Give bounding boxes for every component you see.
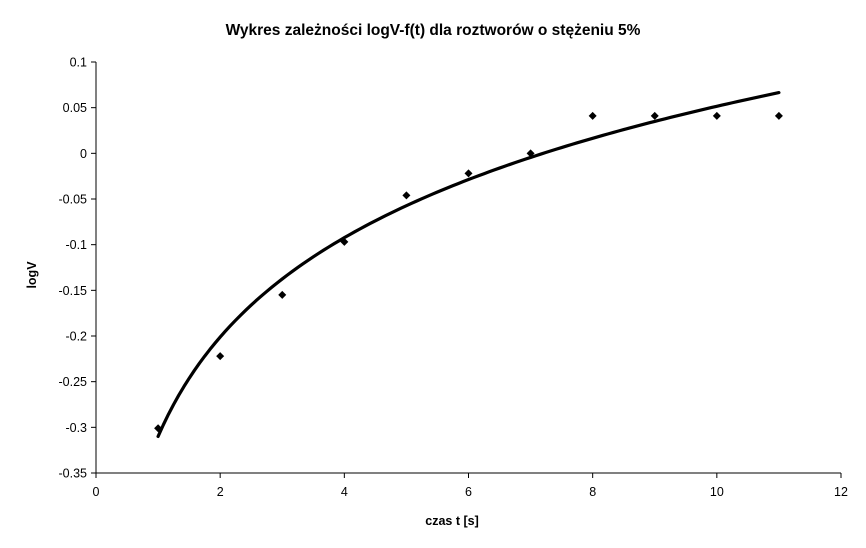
- y-tick-label: 0.1: [70, 56, 87, 70]
- x-tick-label: 2: [217, 485, 224, 499]
- data-point: [402, 191, 411, 200]
- data-point: [712, 111, 721, 120]
- x-tick-label: 4: [341, 485, 348, 499]
- y-axis-label: logV: [25, 261, 39, 289]
- data-point: [278, 290, 287, 299]
- y-tick-label: -0.15: [59, 284, 88, 298]
- x-tick-label: 12: [834, 485, 848, 499]
- y-tick-label: -0.1: [65, 238, 87, 252]
- y-tick-label: -0.05: [59, 193, 88, 207]
- x-tick-label: 10: [710, 485, 724, 499]
- chart-title: Wykres zależności logV-f(t) dla roztworó…: [226, 22, 641, 39]
- x-axis-label: czas t [s]: [425, 514, 479, 528]
- data-point: [650, 111, 659, 120]
- data-point: [340, 237, 349, 246]
- y-tick-label: -0.3: [65, 421, 87, 435]
- data-point: [216, 352, 225, 361]
- y-tick-label: 0: [80, 147, 87, 161]
- x-tick-label: 0: [93, 485, 100, 499]
- data-point: [154, 424, 163, 433]
- trendline: [156, 91, 781, 439]
- x-tick-label: 8: [589, 485, 596, 499]
- data-point: [774, 111, 783, 120]
- data-point: [464, 169, 473, 178]
- y-tick-label: 0.05: [63, 101, 87, 115]
- y-tick-label: -0.25: [59, 375, 88, 389]
- y-tick-label: -0.2: [65, 330, 87, 344]
- plot-area: 0.1 0.05 0 -0.05 -0.1 -0.15 -0.2 -0.25 -0.3 -0.35…: [59, 56, 848, 500]
- data-point: [526, 149, 535, 158]
- x-tick-label: 6: [465, 485, 472, 499]
- data-point: [588, 111, 597, 120]
- y-tick-label: -0.35: [59, 467, 88, 481]
